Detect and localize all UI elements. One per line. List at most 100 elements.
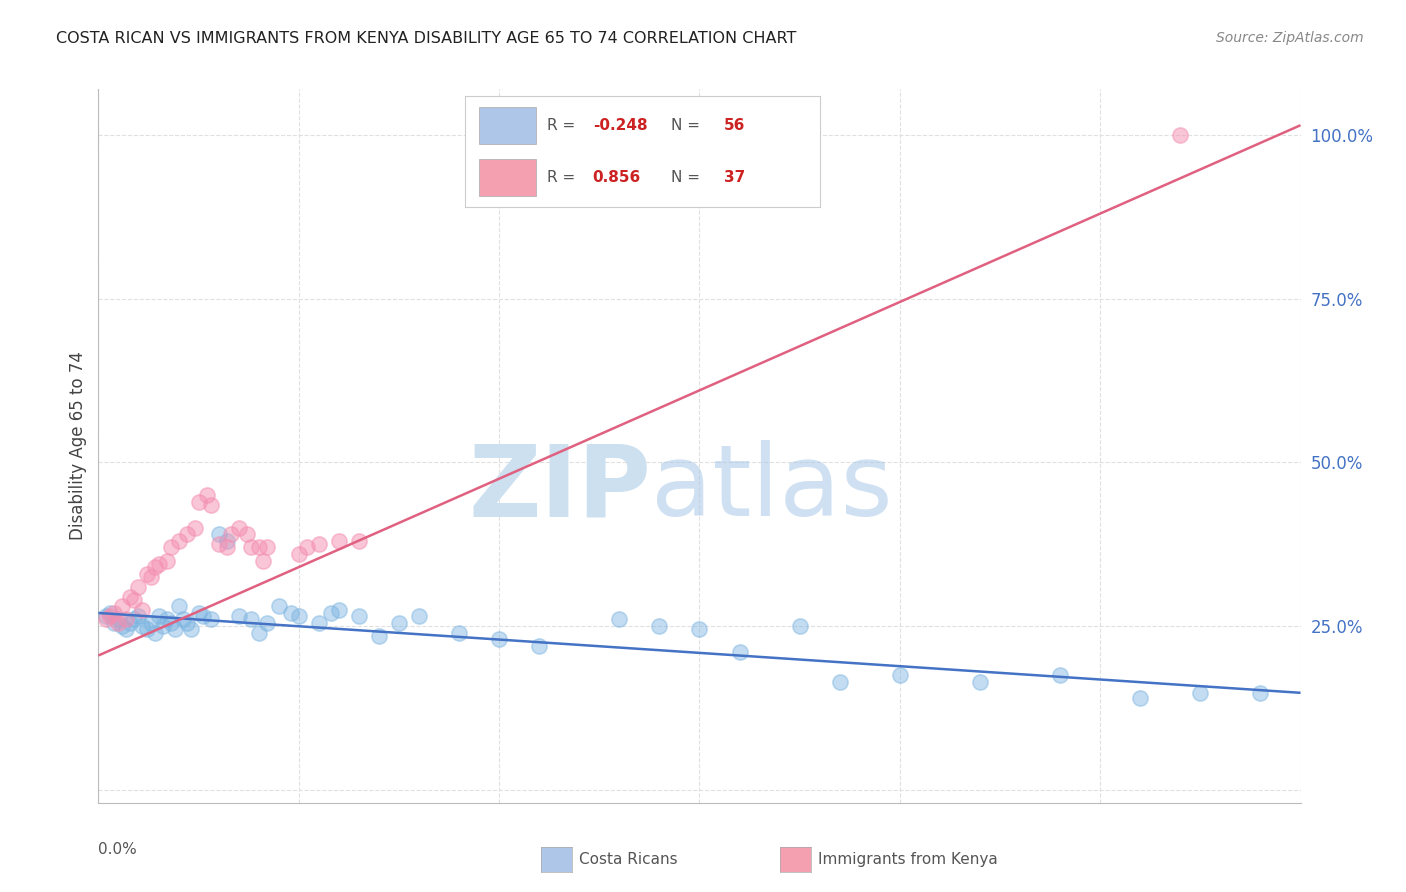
Point (120, 615, 142, 630)
Point (529, 639, 551, 653)
Point (163, 623, 186, 637)
Y-axis label: Disability Age 65 to 74: Disability Age 65 to 74 (69, 351, 87, 541)
Point (167, 533, 190, 548)
Point (208, 527, 231, 541)
Point (219, 527, 242, 541)
Point (328, 602, 350, 616)
Point (447, 625, 470, 640)
Point (239, 541, 262, 555)
Point (148, 557, 170, 571)
Point (159, 541, 181, 555)
Point (115, 623, 138, 637)
Point (228, 521, 250, 535)
Point (155, 612, 177, 626)
Point (111, 619, 134, 633)
Point (609, 612, 631, 626)
Point (139, 570, 162, 584)
Point (143, 560, 166, 574)
Point (388, 615, 411, 630)
Point (247, 625, 270, 640)
Text: ZIP: ZIP (468, 441, 651, 537)
Text: 0.0%: 0.0% (98, 842, 138, 857)
Point (187, 606, 209, 620)
Point (295, 541, 318, 555)
Point (100, 609, 122, 624)
Point (347, 533, 370, 548)
Point (111, 599, 134, 614)
Point (247, 541, 270, 555)
Point (308, 537, 330, 551)
Point (1189, 686, 1212, 700)
Point (1170, 128, 1192, 142)
Point (148, 609, 170, 624)
Point (183, 521, 205, 535)
Point (120, 590, 142, 604)
Point (1129, 691, 1152, 706)
Point (789, 619, 811, 633)
Point (128, 580, 150, 594)
Point (176, 615, 198, 630)
Point (319, 606, 342, 620)
Point (128, 609, 150, 624)
Point (180, 623, 202, 637)
Point (689, 623, 711, 637)
Point (152, 619, 174, 633)
Point (215, 533, 238, 548)
Point (368, 629, 391, 643)
Point (208, 537, 231, 551)
Point (191, 609, 214, 624)
Point (96, 609, 118, 624)
Point (135, 623, 157, 637)
Text: Source: ZipAtlas.com: Source: ZipAtlas.com (1216, 31, 1364, 45)
Point (200, 498, 222, 512)
Point (139, 615, 162, 630)
Point (135, 566, 157, 581)
Point (1049, 668, 1071, 682)
Text: Immigrants from Kenya: Immigrants from Kenya (818, 853, 998, 867)
Point (172, 612, 194, 626)
Point (828, 674, 851, 689)
Point (100, 606, 122, 620)
Point (124, 592, 146, 607)
Point (107, 612, 129, 626)
Point (143, 625, 166, 640)
Point (200, 612, 222, 626)
Point (155, 553, 177, 567)
Point (347, 609, 370, 624)
Point (889, 668, 911, 682)
Point (103, 606, 125, 620)
Point (124, 612, 146, 626)
Point (107, 615, 129, 630)
Point (115, 612, 138, 626)
Point (103, 615, 125, 630)
Point (96, 612, 118, 626)
Point (488, 632, 510, 647)
Point (252, 553, 274, 567)
Text: COSTA RICAN VS IMMIGRANTS FROM KENYA DISABILITY AGE 65 TO 74 CORRELATION CHART: COSTA RICAN VS IMMIGRANTS FROM KENYA DIS… (56, 31, 797, 46)
Point (288, 609, 311, 624)
Point (328, 533, 350, 548)
Point (228, 609, 250, 624)
Text: Costa Ricans: Costa Ricans (579, 853, 678, 867)
Point (159, 615, 181, 630)
Point (1250, 686, 1272, 700)
Point (167, 599, 190, 614)
Point (176, 527, 198, 541)
Point (131, 619, 153, 633)
Point (308, 615, 330, 630)
Point (267, 599, 290, 614)
Point (969, 674, 991, 689)
Point (195, 488, 218, 502)
Point (215, 541, 238, 555)
Point (728, 645, 751, 659)
Point (408, 609, 430, 624)
Text: atlas: atlas (651, 441, 893, 537)
Point (288, 547, 311, 561)
Point (280, 606, 302, 620)
Point (256, 615, 278, 630)
Point (256, 541, 278, 555)
Point (187, 494, 209, 508)
Point (648, 619, 671, 633)
Point (235, 527, 257, 541)
Point (131, 602, 153, 616)
